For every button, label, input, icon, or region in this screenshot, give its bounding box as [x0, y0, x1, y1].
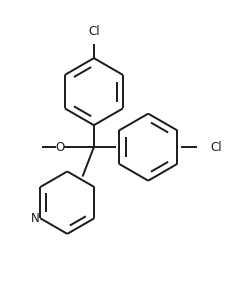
- Text: O: O: [56, 141, 65, 154]
- Text: Cl: Cl: [88, 25, 100, 39]
- Text: N: N: [31, 212, 39, 225]
- Text: Cl: Cl: [211, 141, 222, 154]
